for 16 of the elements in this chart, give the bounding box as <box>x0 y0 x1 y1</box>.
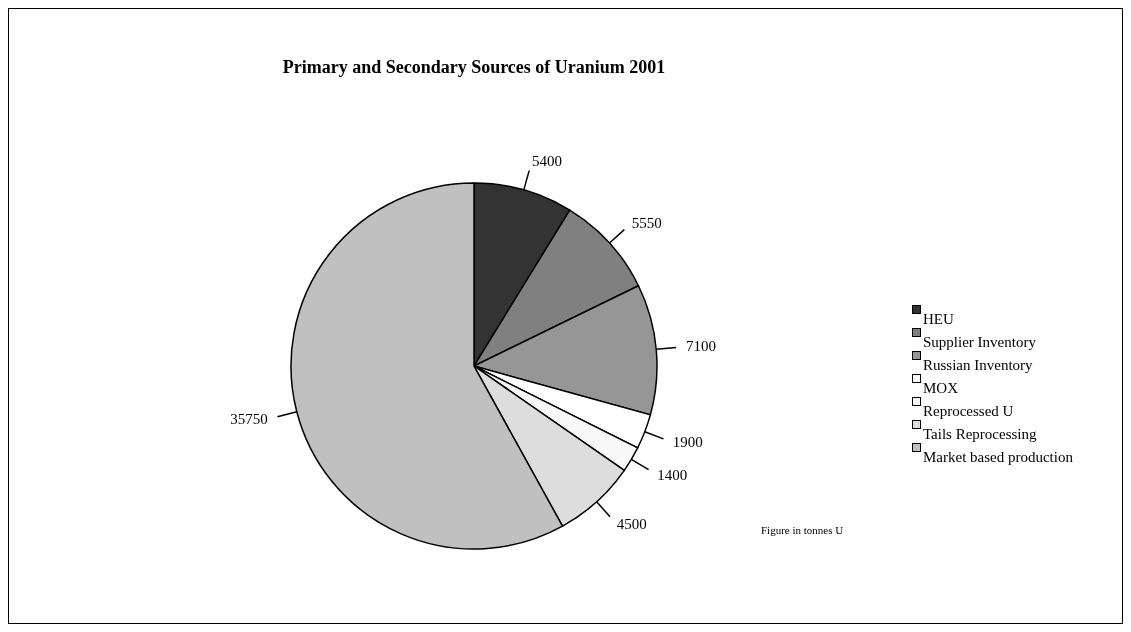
data-label: 1400 <box>657 466 688 483</box>
legend-label: Russian Inventory <box>923 357 1033 374</box>
text: Figure in tonnes U <box>761 524 844 536</box>
legend-label: HEU <box>923 311 954 328</box>
data-label: 35750 <box>230 411 268 428</box>
data-label: 4500 <box>616 516 647 533</box>
data-label: 5400 <box>531 153 562 170</box>
legend-label: MOX <box>923 380 959 397</box>
legend-label: Tails Reprocessing <box>923 426 1037 443</box>
chart-title: Primary and Secondary Sources of Uranium 2001 <box>281 57 667 78</box>
data-label: 7100 <box>686 338 717 355</box>
legend-label: Market based production <box>923 449 1073 466</box>
data-label: 1900 <box>672 434 703 451</box>
legend-label: Supplier Inventory <box>923 334 1036 351</box>
data-label: 5550 <box>631 214 662 231</box>
legend-label: Reprocessed U <box>923 403 1014 420</box>
